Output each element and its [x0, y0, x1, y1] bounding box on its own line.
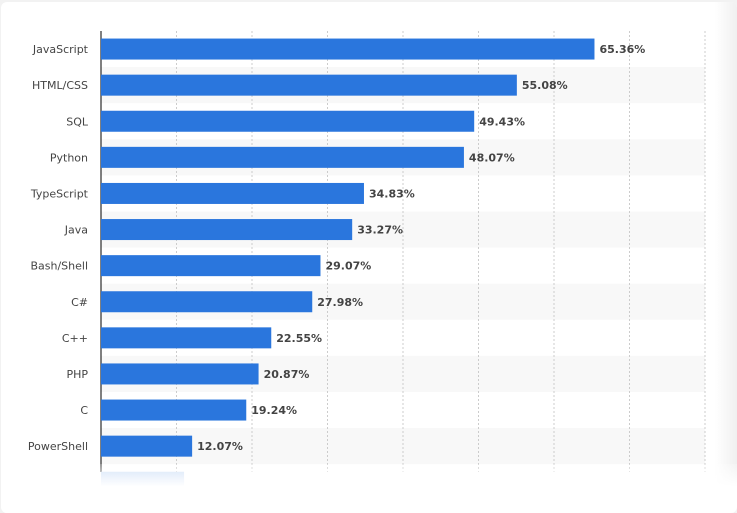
category-label: Java: [64, 224, 88, 237]
bar-sql: [101, 110, 475, 132]
category-label: PHP: [66, 368, 88, 381]
bottom-fade-overlay: [1, 464, 737, 513]
category-label: JavaScript: [32, 43, 89, 56]
value-label: 22.55%: [276, 332, 322, 345]
row-band: [101, 428, 705, 465]
category-label: TypeScript: [30, 187, 89, 200]
value-label: 65.36%: [599, 43, 645, 56]
value-label: 12.07%: [197, 440, 243, 453]
category-label: PowerShell: [28, 440, 88, 453]
category-label: Python: [50, 151, 88, 164]
value-label: 49.43%: [479, 115, 525, 128]
category-label: Bash/Shell: [30, 260, 88, 273]
value-label: 34.83%: [369, 187, 415, 200]
scroll-shadow: [715, 2, 737, 513]
bar-c: [101, 399, 247, 421]
value-label: 20.87%: [264, 368, 310, 381]
bar-c-: [101, 327, 272, 349]
bar-bash-shell: [101, 255, 321, 277]
value-label: 27.98%: [317, 296, 363, 309]
bar-typescript: [101, 182, 364, 204]
bar-html-css: [101, 74, 517, 96]
value-label: 55.08%: [522, 79, 568, 92]
value-label: 19.24%: [251, 404, 297, 417]
category-label: C: [80, 404, 88, 417]
bar-powershell: [101, 435, 193, 457]
value-label: 33.27%: [357, 224, 403, 237]
category-label: SQL: [66, 115, 89, 128]
bar-php: [101, 363, 259, 385]
bar-javascript: [101, 38, 595, 60]
value-label: 48.07%: [469, 151, 515, 164]
category-label: HTML/CSS: [32, 79, 88, 92]
bar-c-: [101, 291, 313, 313]
value-label: 29.07%: [325, 260, 371, 273]
category-label: C++: [62, 332, 88, 345]
bar-python: [101, 146, 464, 168]
category-label: C#: [71, 296, 88, 309]
bar-java: [101, 219, 353, 241]
